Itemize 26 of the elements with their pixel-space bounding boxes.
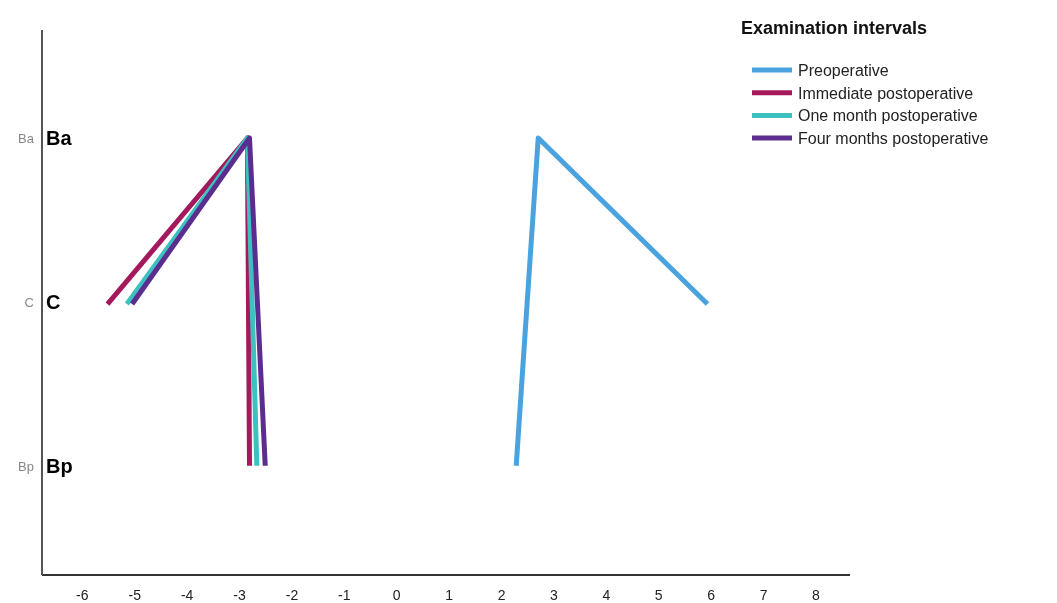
x-tick-label: 8	[812, 587, 821, 603]
x-tick-label: 7	[759, 587, 768, 603]
x-tick-label: -5	[128, 587, 142, 603]
text: Ba	[18, 131, 35, 146]
x-tick-label: 6	[707, 587, 716, 603]
x-tick-label: 3	[550, 587, 559, 603]
x-tick-label: 4	[602, 587, 611, 603]
legend-label: Four months postoperative	[798, 130, 989, 148]
x-tick-label: -4	[180, 587, 194, 603]
x-tick-label: -6	[76, 587, 89, 603]
annotation: C	[46, 291, 61, 313]
x-tick-label: -3	[233, 587, 246, 603]
legend-label: Immediate postoperative	[798, 84, 974, 102]
x-tick-label: 5	[654, 587, 663, 603]
legend-label: Preoperative	[798, 62, 889, 79]
text: Bp	[18, 459, 34, 474]
x-tick-label: 0	[392, 587, 401, 603]
annotation: Bp	[46, 455, 73, 477]
legend-label: One month postoperative	[798, 107, 978, 125]
x-tick-label: -1	[338, 587, 351, 603]
x-tick-label: -2	[285, 587, 299, 603]
text: C	[24, 295, 34, 310]
x-tick-label: 1	[445, 587, 454, 603]
x-tick-label: 2	[497, 587, 506, 603]
annotation: Ba	[46, 127, 73, 149]
legend-title: Examination intervals	[740, 18, 927, 38]
